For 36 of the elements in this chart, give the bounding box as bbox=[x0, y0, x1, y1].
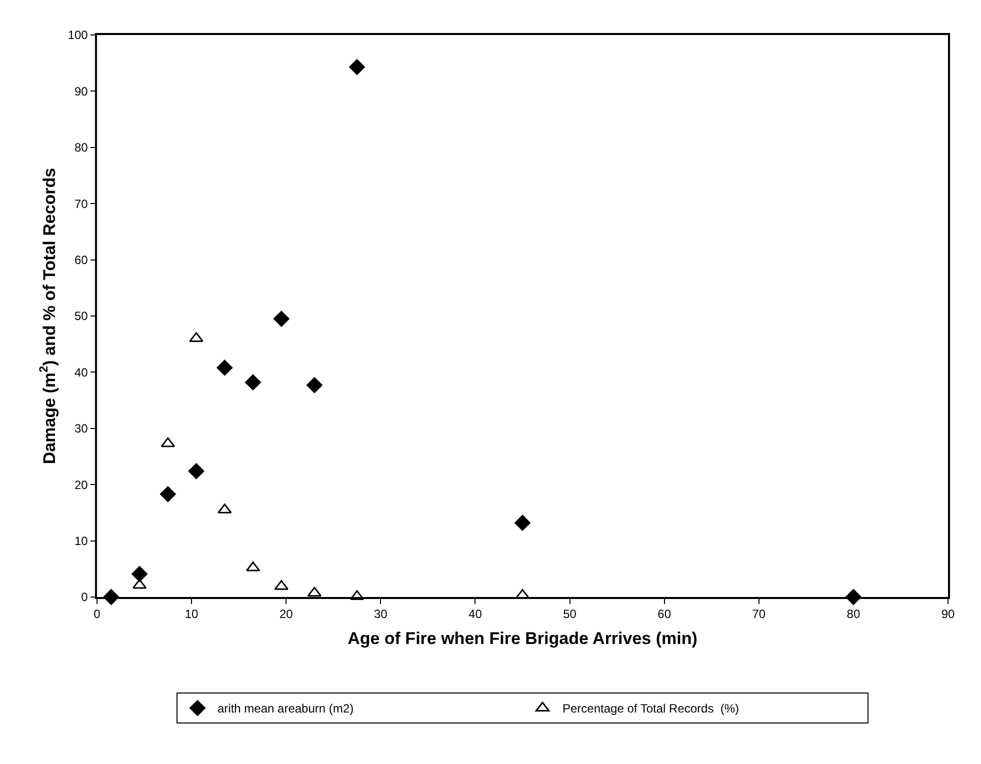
y-tick-label: 10 bbox=[74, 534, 88, 548]
y-tick-label: 100 bbox=[68, 28, 88, 42]
x-tick-label: 80 bbox=[846, 607, 860, 622]
x-tick-label: 90 bbox=[941, 607, 955, 622]
y-tick-label: 20 bbox=[74, 478, 88, 492]
x-tick-label: 10 bbox=[184, 607, 199, 622]
x-tick-label: 0 bbox=[94, 607, 101, 622]
point bbox=[273, 310, 290, 327]
point bbox=[306, 377, 322, 394]
y-tick-label: 30 bbox=[74, 422, 88, 436]
point bbox=[132, 578, 147, 589]
point bbox=[514, 514, 530, 531]
x-tick-label: 60 bbox=[658, 607, 672, 622]
x-tick-label: 70 bbox=[752, 607, 766, 622]
legend-label: arith mean areaburn (m2) bbox=[218, 702, 354, 716]
point bbox=[160, 437, 176, 448]
y-tick-label: 60 bbox=[74, 253, 88, 267]
point bbox=[160, 486, 176, 502]
point bbox=[307, 586, 322, 597]
x-tick-label: 40 bbox=[468, 607, 482, 622]
y-tick-label: 70 bbox=[74, 196, 88, 211]
point bbox=[216, 360, 233, 376]
x-tick-label: 30 bbox=[374, 607, 388, 622]
x-tick-label: 50 bbox=[563, 607, 577, 622]
y-tick-label: 80 bbox=[74, 140, 88, 155]
y-tick-label: 50 bbox=[74, 309, 88, 324]
y-tick-label: 40 bbox=[74, 365, 88, 380]
y-tick-label: 90 bbox=[74, 84, 88, 98]
point bbox=[188, 463, 204, 480]
point bbox=[132, 566, 148, 582]
point bbox=[245, 374, 261, 390]
x-tick-label: 20 bbox=[279, 607, 294, 622]
point bbox=[349, 59, 365, 75]
y-tick-label: 0 bbox=[81, 590, 88, 604]
legend-label: Percentage of Total Records (%) bbox=[562, 702, 740, 716]
x-axis-title: Age of Fire when Fire Brigade Arrives (min) bbox=[348, 629, 698, 648]
